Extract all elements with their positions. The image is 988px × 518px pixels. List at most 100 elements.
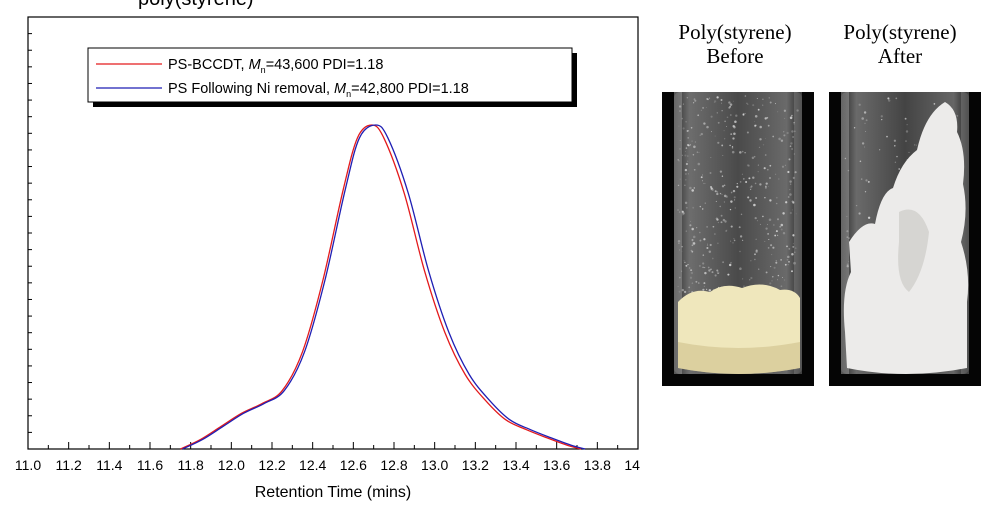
speckle: [788, 260, 790, 263]
speckle: [769, 199, 772, 202]
speckle: [779, 225, 782, 228]
speckle: [893, 139, 897, 142]
speckle: [717, 222, 719, 224]
speckle: [791, 148, 794, 150]
speckle: [705, 288, 708, 291]
speckle: [861, 117, 864, 120]
x-tick-label: 13.2: [462, 457, 489, 473]
speckle: [767, 224, 768, 225]
speckle: [753, 203, 756, 207]
speckle: [772, 135, 775, 138]
speckle: [786, 258, 789, 261]
speckle: [698, 151, 700, 153]
x-tick-label: 11.6: [137, 457, 163, 473]
series-line-1: [180, 124, 582, 450]
speckle: [786, 245, 788, 248]
speckle: [792, 243, 794, 245]
speckle: [775, 202, 778, 205]
speckle: [691, 189, 694, 192]
speckle: [692, 229, 694, 231]
speckle: [708, 250, 712, 253]
speckle: [702, 262, 705, 265]
speckle: [700, 132, 704, 136]
speckle: [729, 144, 731, 147]
speckle: [789, 193, 792, 196]
speckle: [699, 231, 701, 234]
speckle: [721, 193, 723, 195]
speckle: [914, 144, 916, 146]
gpc-chart: poly(styrene) 11.0 11.2 11.4 11.6 11.8 12.0 12…: [15, 0, 640, 501]
speckle: [732, 189, 736, 193]
speckle: [792, 201, 795, 204]
speckle: [731, 150, 735, 154]
speckle: [858, 212, 861, 215]
speckle: [685, 264, 688, 267]
speckle: [706, 125, 709, 129]
speckle: [768, 238, 770, 241]
speckle: [699, 239, 702, 242]
speckle: [774, 234, 777, 237]
x-tick-label: 12.8: [380, 457, 407, 473]
speckle: [729, 103, 733, 106]
speckle: [769, 177, 771, 179]
speckle: [787, 196, 790, 198]
x-tick-label: 13.6: [543, 457, 570, 473]
vial-edge-right: [794, 92, 802, 374]
speckle: [721, 144, 724, 147]
speckle: [714, 190, 717, 193]
speckle: [689, 220, 692, 222]
speckle: [739, 250, 741, 253]
speckle: [754, 182, 757, 185]
speckle: [782, 212, 785, 215]
speckle: [710, 131, 712, 133]
speckle: [767, 233, 769, 235]
speckle: [729, 114, 732, 116]
speckle: [759, 125, 762, 129]
speckle: [710, 115, 713, 118]
speckle: [696, 151, 699, 153]
after-caption: Poly(styrene) After: [820, 20, 980, 68]
speckle: [745, 181, 748, 183]
speckle: [769, 164, 772, 167]
speckle: [687, 173, 689, 175]
speckle: [688, 267, 691, 269]
speckle: [765, 182, 768, 185]
speckle: [701, 208, 704, 210]
speckle: [769, 101, 772, 104]
speckle: [716, 218, 719, 221]
speckle: [687, 155, 689, 157]
speckle: [864, 191, 867, 193]
speckle: [879, 149, 881, 151]
speckle: [689, 186, 692, 190]
speckle: [693, 187, 696, 189]
speckle: [750, 276, 753, 280]
speckle: [789, 188, 791, 191]
speckle: [733, 132, 736, 135]
speckle: [764, 117, 767, 120]
x-tick-label: 13.8: [584, 457, 611, 473]
speckle: [724, 220, 727, 223]
legend: PS-BCCDT, Mn=43,600 PDI=1.18 PS Followin…: [87, 47, 577, 107]
speckle: [708, 289, 712, 292]
speckle: [785, 201, 788, 204]
speckle: [682, 127, 685, 130]
speckle: [685, 147, 688, 149]
speckle: [686, 130, 689, 132]
speckle: [703, 285, 705, 287]
speckle: [722, 155, 724, 156]
speckle: [905, 140, 907, 142]
speckle: [747, 164, 750, 167]
speckle: [696, 227, 698, 229]
speckle: [692, 206, 695, 209]
speckle: [704, 271, 707, 275]
speckle: [749, 199, 752, 202]
speckle: [905, 130, 909, 133]
speckle: [704, 202, 706, 204]
speckle: [689, 144, 692, 146]
speckle: [685, 173, 687, 175]
speckle: [765, 185, 767, 188]
speckle: [740, 213, 743, 216]
speckle: [726, 126, 727, 128]
speckle: [702, 106, 705, 109]
speckle: [742, 278, 744, 280]
